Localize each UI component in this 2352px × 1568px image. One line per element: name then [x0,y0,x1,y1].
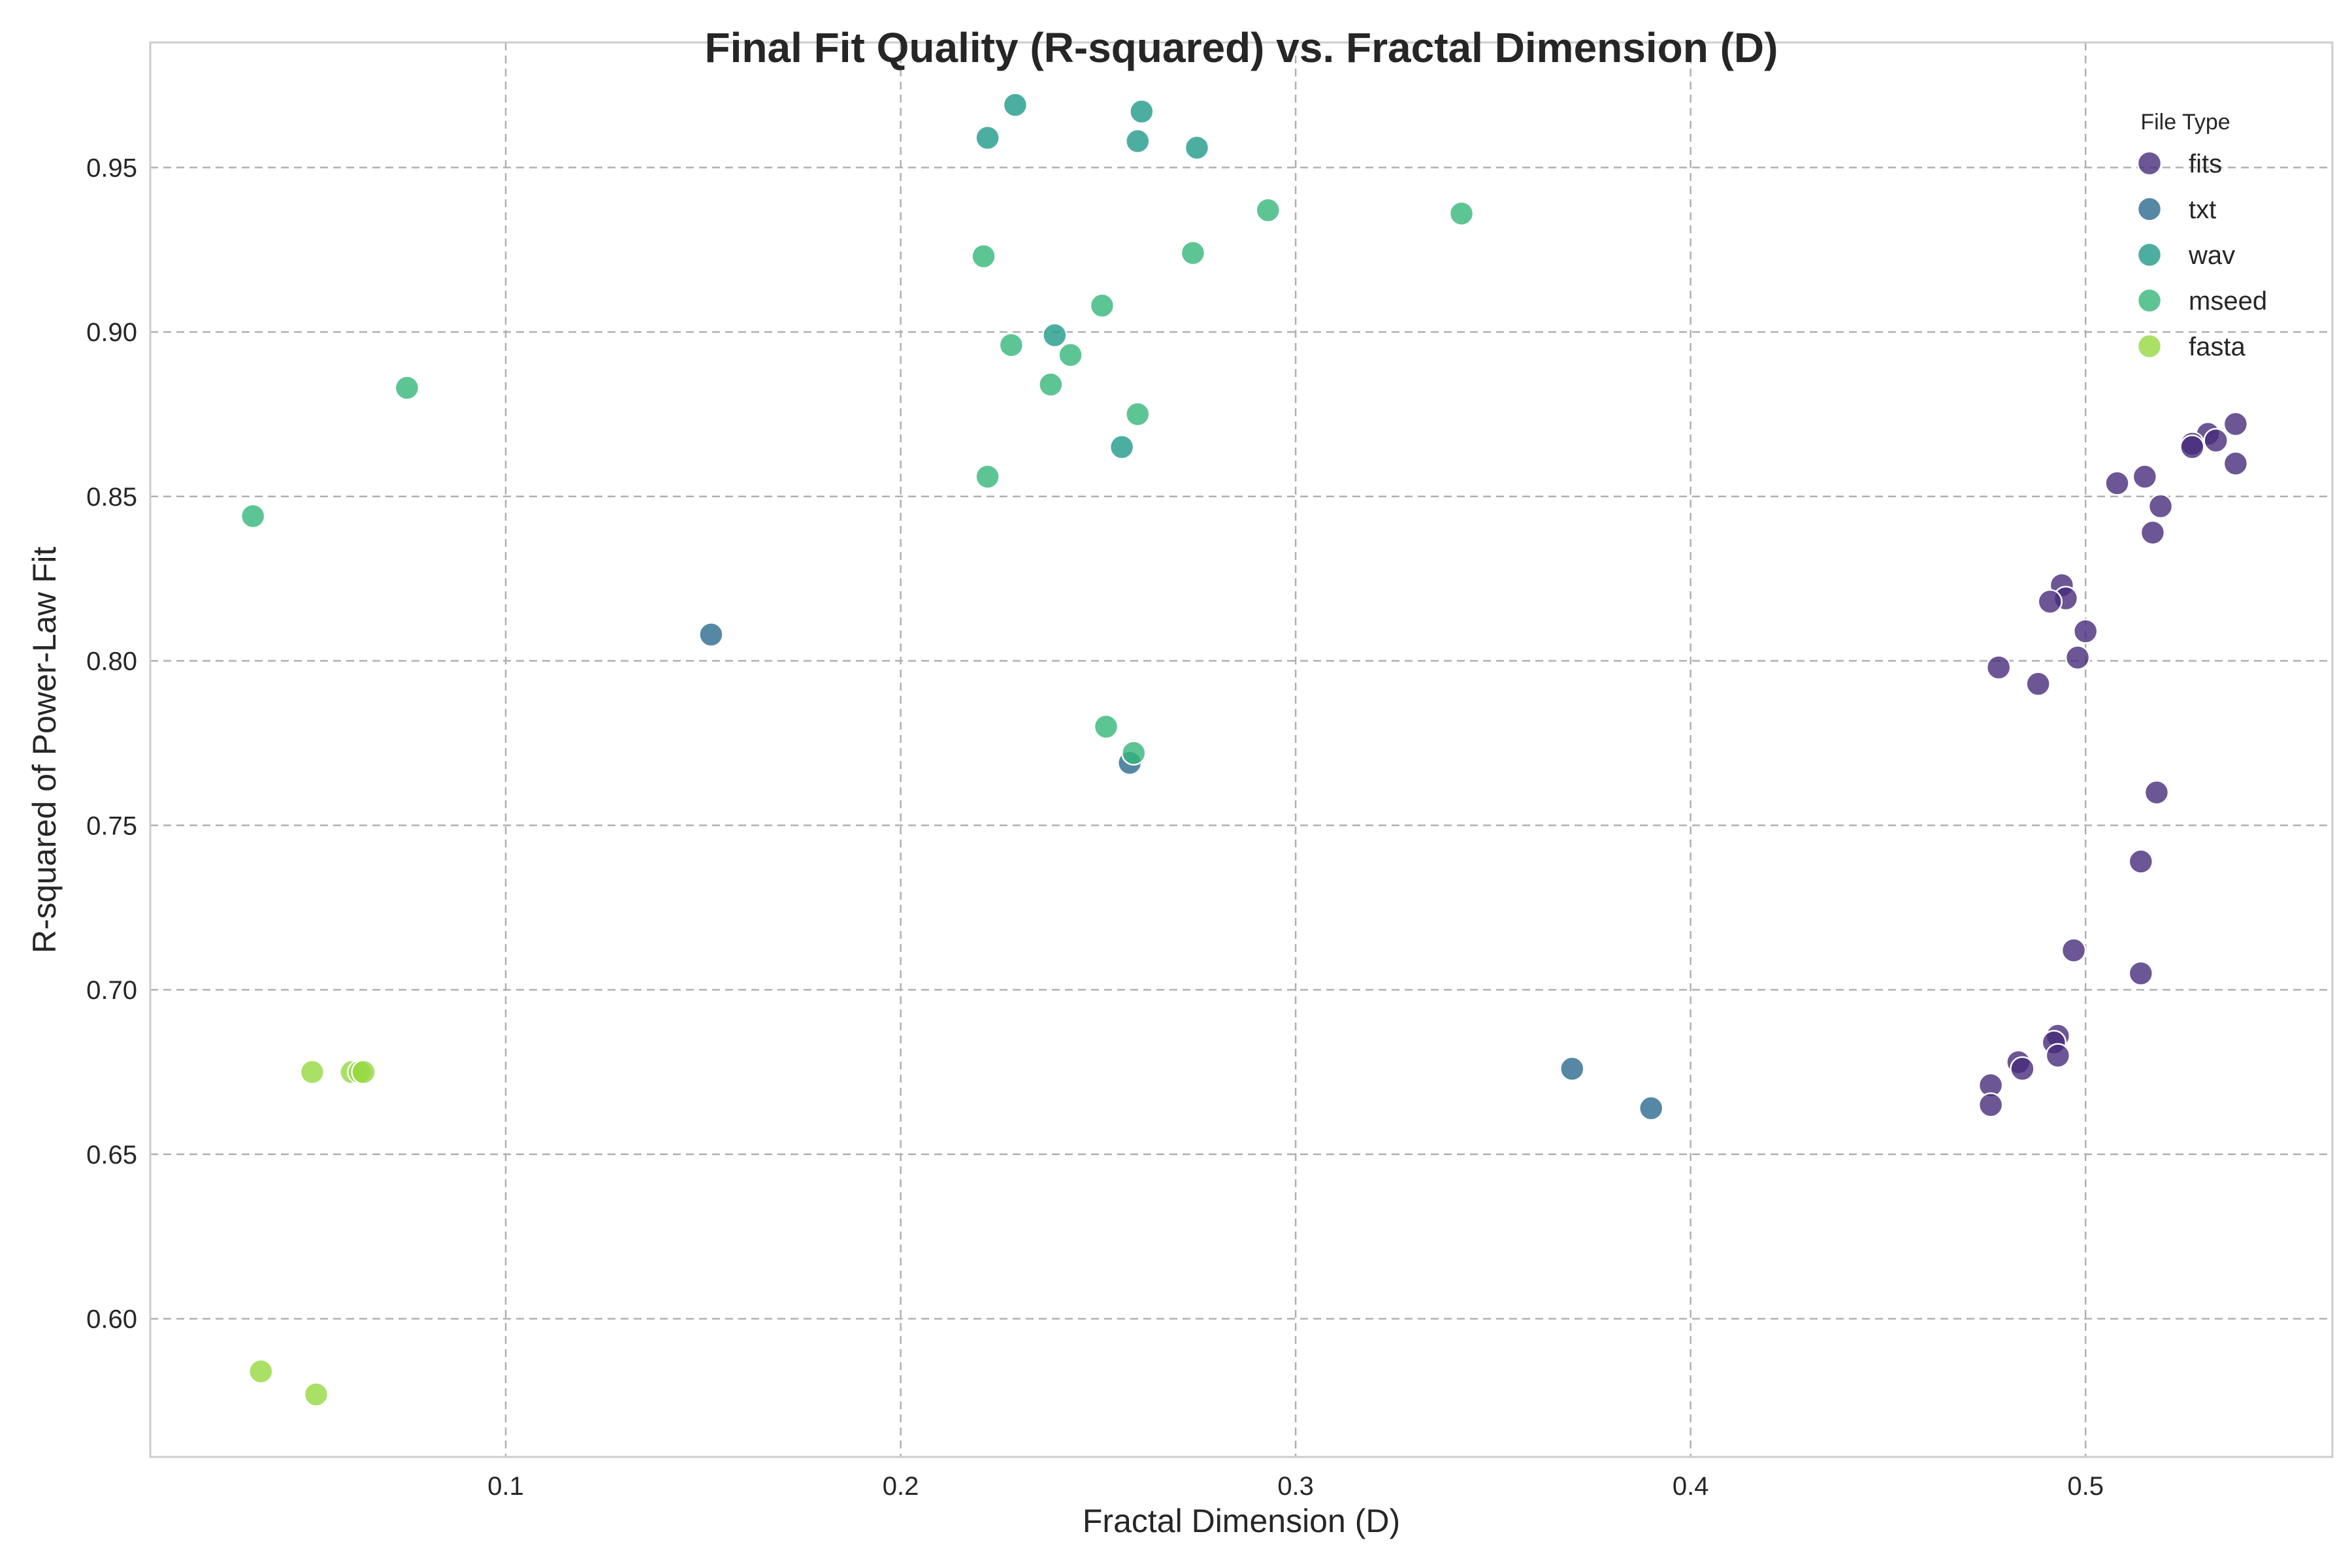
data-point [2132,464,2158,489]
y-tick-label: 0.90 [86,318,137,347]
data-point [1985,655,2012,680]
x-tick-label: 0.1 [487,1472,524,1501]
data-point [2144,779,2170,806]
data-point [2128,960,2154,987]
chart-title: Final Fit Quality (R-squared) vs. Fracta… [705,24,1778,71]
x-tick-label: 0.4 [1673,1472,1709,1501]
legend-label: fits [2189,150,2222,178]
data-point [2140,519,2166,546]
data-point [303,1382,329,1407]
data-point [1002,92,1028,118]
x-axis-label: Fractal Dimension (D) [1083,1503,1400,1539]
data-point [1255,197,1281,223]
legend-marker [2136,196,2163,222]
data-point [975,464,1000,489]
legend-label: wav [2188,241,2235,270]
data-point [1042,322,1068,348]
data-point [2045,1043,2071,1068]
data-point [1058,342,1083,368]
legend-label: mseed [2189,287,2267,316]
data-point [1125,128,1151,154]
data-point [698,622,724,647]
data-point [2072,618,2099,644]
y-tick-label: 0.85 [86,483,137,512]
y-tick-label: 0.70 [86,976,137,1005]
data-point [1184,135,1210,161]
data-point [1638,1096,1664,1121]
data-points [240,92,2249,1407]
x-tick-labels: 0.1 0.2 0.3 0.4 0.5 [487,1472,2104,1501]
x-tick-label: 0.3 [1277,1472,1314,1501]
plot-frame [149,41,2334,1458]
data-point [1180,240,1206,266]
data-point [2148,493,2174,519]
data-point [240,503,266,529]
data-point [1121,740,1147,766]
data-point [1560,1056,1585,1082]
y-tick-label: 0.60 [86,1305,137,1334]
data-point [971,244,996,269]
data-point [394,375,420,400]
series-mseed [240,197,1475,766]
data-point [2104,470,2130,496]
grid [150,42,2332,1457]
data-point [1978,1092,2004,1118]
data-point [2223,411,2249,437]
data-point [2025,671,2051,697]
legend: File Type fits txt wav mseed fasta [2136,110,2267,361]
data-point [1125,401,1151,427]
x-tick-label: 0.5 [2067,1472,2104,1501]
legend-items: fits txt wav mseed fasta [2136,150,2267,361]
series-wav [975,92,1210,460]
legend-label: txt [2189,195,2216,224]
series-fasta [248,1059,376,1407]
data-point [1038,372,1064,397]
y-tick-label: 0.80 [86,647,137,676]
data-point [1448,201,1475,227]
legend-label: fasta [2189,333,2246,361]
data-point [2223,451,2249,476]
data-point [2203,427,2229,453]
legend-marker [2136,333,2163,359]
y-tick-labels: 0.60 0.65 0.70 0.75 0.80 0.85 0.90 0.95 [86,154,137,1333]
y-axis-label: R-squared of Power-Law Fit [26,547,63,954]
data-point [2180,434,2205,460]
y-tick-label: 0.95 [86,154,137,182]
data-point [1093,714,1119,740]
data-point [299,1059,325,1085]
data-point [2128,849,2154,874]
data-point [2065,645,2091,670]
data-point [351,1059,376,1085]
legend-marker [2136,287,2163,314]
legend-marker [2136,150,2163,176]
legend-marker [2136,242,2163,268]
y-tick-label: 0.75 [86,811,137,840]
data-point [2010,1056,2035,1082]
data-point [2061,938,2087,963]
y-tick-label: 0.65 [86,1141,137,1169]
series-fits [1978,411,2249,1118]
data-point [2037,589,2063,615]
data-point [1089,293,1115,319]
x-tick-label: 0.2 [883,1472,919,1501]
data-point [248,1358,274,1384]
data-point [998,332,1024,358]
data-point [1109,434,1135,460]
data-point [1129,99,1154,124]
legend-title: File Type [2140,110,2230,135]
data-point [975,125,1000,151]
